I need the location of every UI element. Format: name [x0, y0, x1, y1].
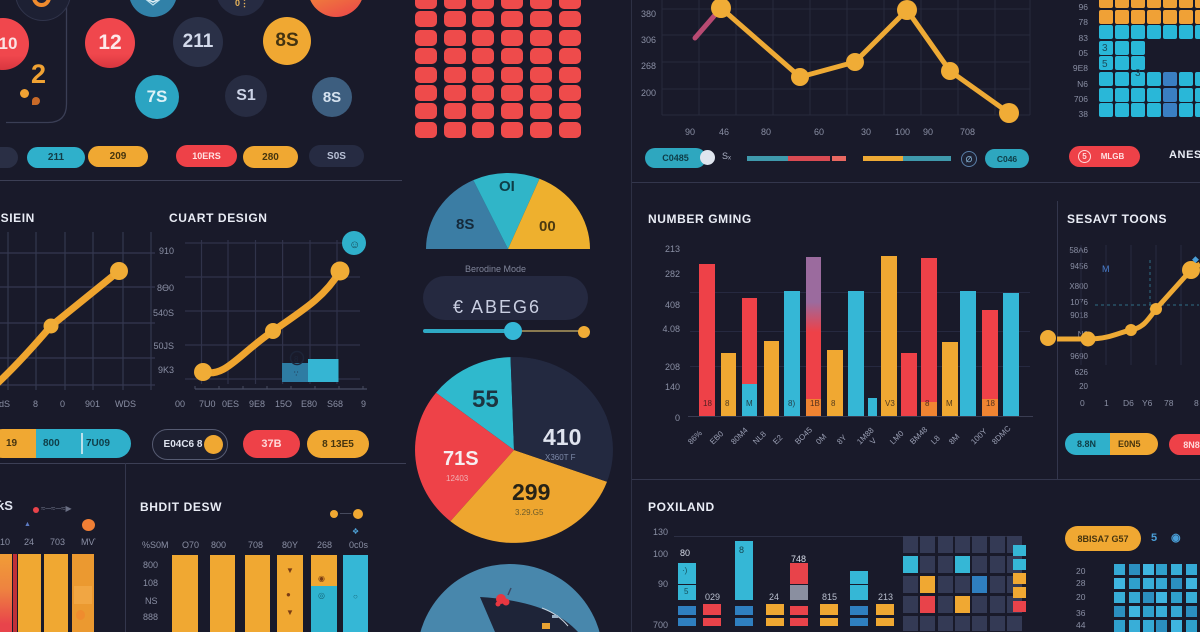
- svg-text:8S: 8S: [456, 216, 474, 233]
- svg-text:71S: 71S: [443, 448, 479, 470]
- svg-text:00: 00: [539, 218, 556, 235]
- svg-text:∵: ∵: [294, 371, 299, 378]
- svg-text:410: 410: [543, 424, 581, 450]
- svg-text:◆: ◆: [1192, 254, 1199, 264]
- svg-text:☺: ☺: [349, 239, 360, 251]
- svg-text:299: 299: [512, 479, 550, 505]
- svg-text:M: M: [1102, 264, 1110, 274]
- svg-text:OI: OI: [499, 178, 515, 195]
- svg-text:3.29.G5: 3.29.G5: [515, 508, 544, 517]
- svg-text:55: 55: [472, 386, 499, 413]
- svg-text:12403: 12403: [446, 474, 469, 483]
- svg-text:X360T F: X360T F: [545, 453, 576, 462]
- svg-text:8: 8: [294, 355, 299, 364]
